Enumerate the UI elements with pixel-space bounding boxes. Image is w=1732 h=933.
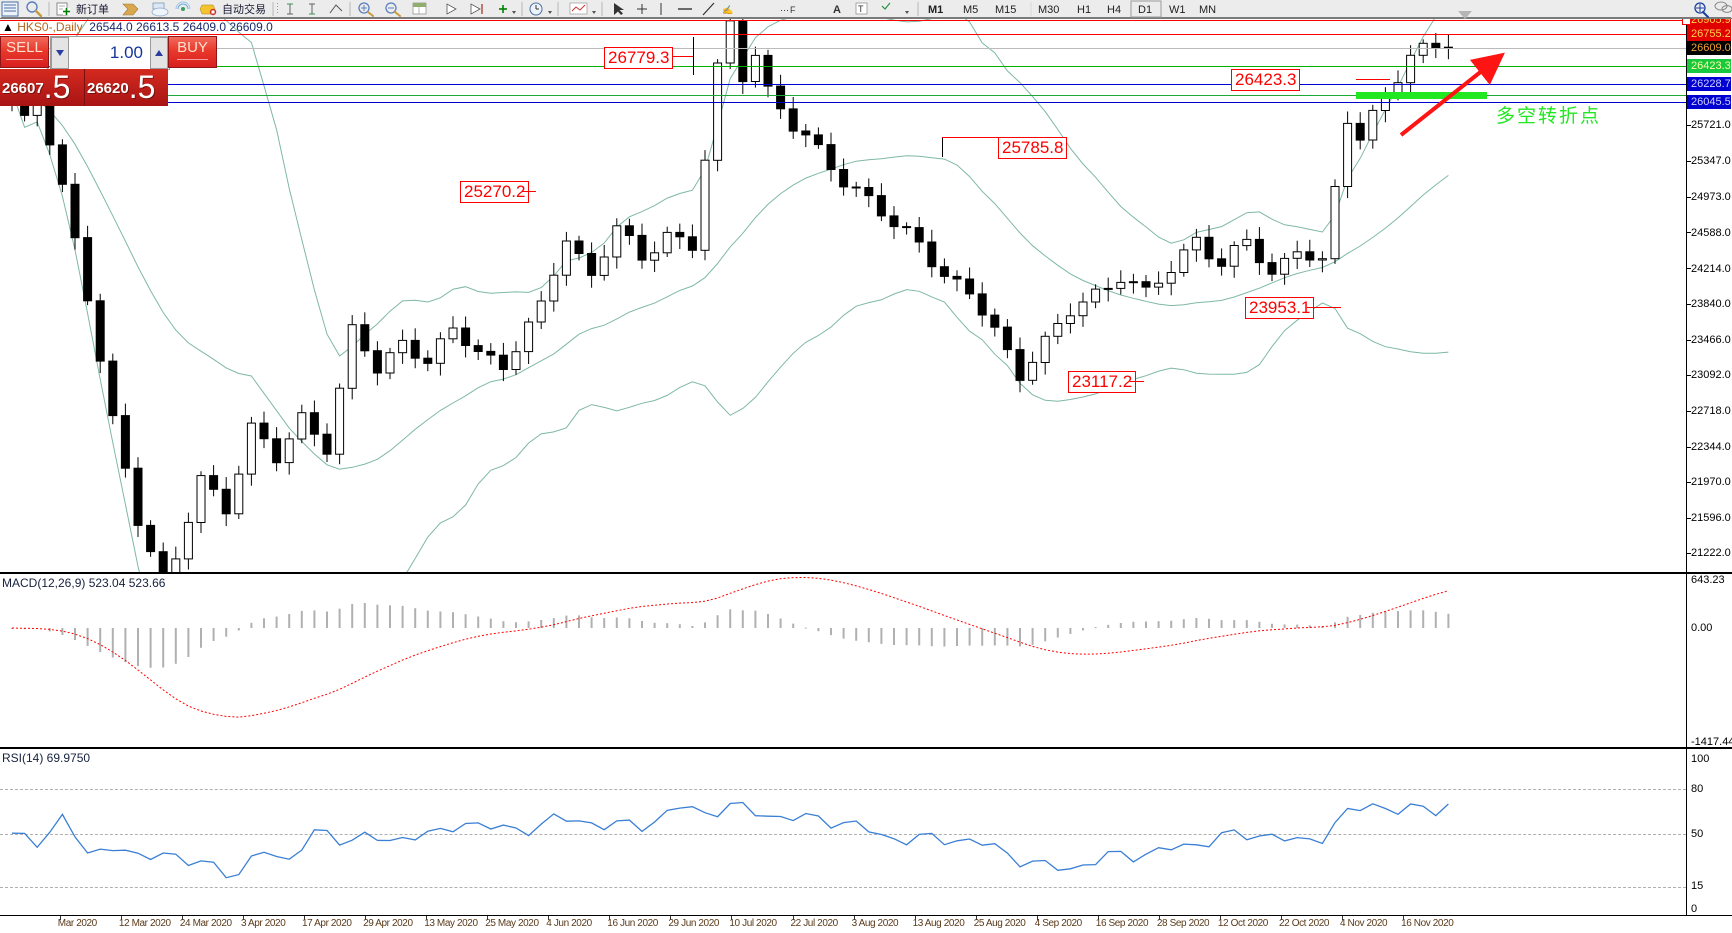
svg-text:H4: H4	[1107, 4, 1121, 16]
svg-text:自动交易: 自动交易	[222, 2, 266, 16]
svg-text:MN: MN	[1199, 4, 1216, 16]
svg-text:T: T	[858, 4, 864, 14]
svg-text:新订单: 新订单	[76, 2, 109, 16]
svg-text:W1: W1	[1169, 4, 1186, 16]
svg-text:D1: D1	[1138, 4, 1152, 16]
svg-text:✍: ✍	[722, 5, 733, 15]
svg-text:⋯F: ⋯F	[780, 5, 797, 15]
svg-text:M1: M1	[928, 4, 943, 16]
svg-text:M15: M15	[995, 4, 1016, 16]
svg-text:A: A	[833, 4, 841, 16]
svg-text:M30: M30	[1038, 4, 1059, 16]
svg-text:H1: H1	[1077, 4, 1091, 16]
svg-text:M5: M5	[963, 4, 978, 16]
